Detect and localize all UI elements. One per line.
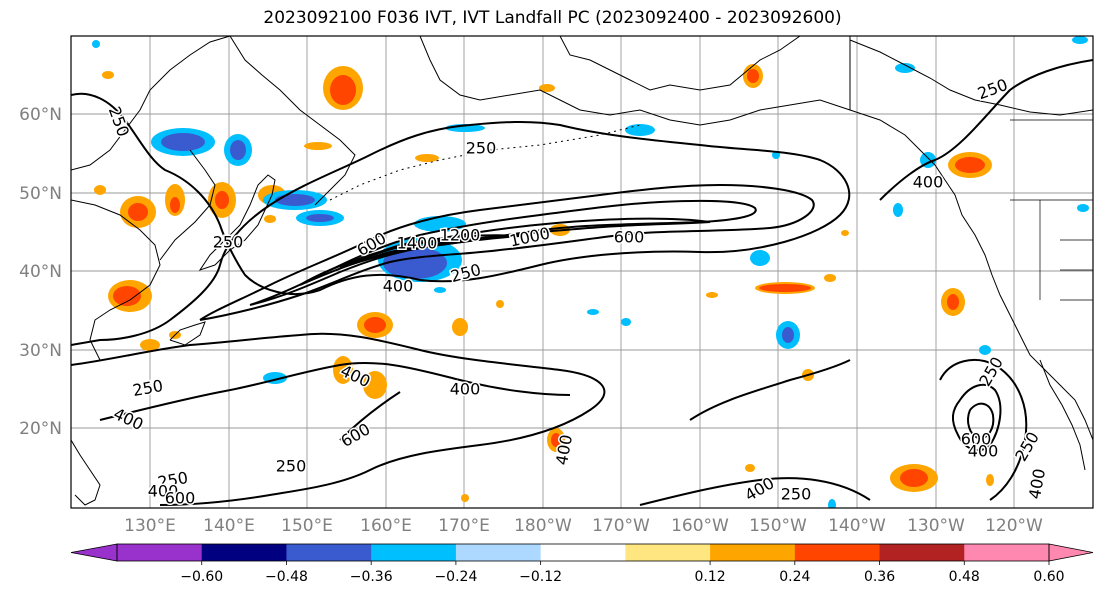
colorbar-tick-label: 0.60 xyxy=(1033,569,1064,585)
contour-250-bc xyxy=(879,59,1093,201)
contour-250-outer xyxy=(71,92,851,346)
colorbar-tick-label: −0.48 xyxy=(265,569,308,585)
colorbar-tick-label: −0.12 xyxy=(519,569,562,585)
longitude-labels: 130°E 140°E 150°E 160°E 170°E 180°W 170°W 160°W… xyxy=(124,516,1043,536)
colorbar-tick-label: 0.12 xyxy=(695,569,726,585)
contour-400-east xyxy=(689,359,851,421)
colorbar-tick-label: 0.36 xyxy=(864,569,895,585)
contour-label: 600 xyxy=(961,430,992,449)
lon-label: 170°E xyxy=(438,516,490,536)
contour-label: 600 xyxy=(165,489,196,508)
lat-label: 20°N xyxy=(19,419,62,439)
lat-label: 60°N xyxy=(19,105,62,125)
colorbar-tick-label: −0.60 xyxy=(180,569,223,585)
contour-bottom xyxy=(639,477,871,506)
map-border xyxy=(70,35,1094,509)
lon-label: 150°W xyxy=(749,516,807,536)
lon-label: 160°E xyxy=(360,516,412,536)
contour-label: 400 xyxy=(552,433,576,466)
map-area xyxy=(71,36,1093,508)
lat-label: 40°N xyxy=(19,262,62,282)
colorbar-tick-label: 0.48 xyxy=(949,569,980,585)
contour-label: 250 xyxy=(466,139,497,158)
colorbar-over-arrow xyxy=(1048,543,1094,562)
colorbar-bin xyxy=(201,544,287,561)
lon-label: 160°W xyxy=(671,516,729,536)
latitude-labels: 60°N 50°N 40°N 30°N 20°N xyxy=(19,105,62,439)
lon-label: 150°E xyxy=(281,516,333,536)
negative-pc-patches xyxy=(92,36,1089,508)
colorbar-bin xyxy=(117,544,203,561)
colorbar-under-arrow xyxy=(70,543,118,562)
colorbar-tick-label: −0.36 xyxy=(350,569,393,585)
colorbar-bin xyxy=(371,544,457,561)
contour-250-south xyxy=(71,332,606,506)
contour-label: 400 xyxy=(968,442,999,461)
colorbar-bin xyxy=(794,544,881,561)
contour-label: 400 xyxy=(913,173,944,192)
lon-label: 130°W xyxy=(907,516,965,536)
contour-label: 600 xyxy=(614,228,645,247)
colorbar-bin xyxy=(710,544,796,561)
positive-pc-patches xyxy=(94,64,994,502)
lon-label: 140°E xyxy=(203,516,255,536)
contour-250-east-loop xyxy=(939,359,1028,501)
contour-label: 400 xyxy=(450,380,481,399)
lon-label: 170°W xyxy=(592,516,650,536)
colorbar-tick-label: −0.24 xyxy=(434,569,477,585)
lon-label: 130°E xyxy=(124,516,176,536)
colorbar: −0.60 −0.48 −0.36 −0.24 −0.12 0.12 0.24 0.36 0.4… xyxy=(70,543,1094,585)
contour-400 xyxy=(199,183,815,321)
colorbar-bin xyxy=(964,544,1050,561)
plot-title: 2023092100 F036 IVT, IVT Landfall PC (20… xyxy=(263,8,842,28)
contour-1400 xyxy=(379,239,441,253)
lon-label: 120°W xyxy=(985,516,1043,536)
colorbar-bin xyxy=(625,544,711,561)
ivt-contours xyxy=(71,59,1093,506)
contour-400-south xyxy=(99,361,571,421)
colorbar-bin xyxy=(286,544,372,561)
ivt-landfall-pc-shading xyxy=(92,36,1089,508)
lat-label: 30°N xyxy=(19,341,62,361)
lon-label: 180°W xyxy=(514,516,572,536)
colorbar-frame xyxy=(116,543,1050,562)
contour-high-east xyxy=(952,383,1002,452)
contour-high-east-inner xyxy=(967,402,995,440)
contour-label: 250 xyxy=(781,485,812,504)
contour-600-south xyxy=(339,391,401,441)
lon-label: 140°W xyxy=(828,516,886,536)
colorbar-tick-label: 0.24 xyxy=(779,569,810,585)
contour-label: 400 xyxy=(383,277,414,296)
colorbar-bin xyxy=(879,544,965,561)
lat-label: 50°N xyxy=(19,184,62,204)
contour-label: 400 xyxy=(148,482,179,501)
contour-label: 1200 xyxy=(440,226,481,245)
colorbar-bin xyxy=(455,544,542,561)
colorbar-bin xyxy=(540,544,626,561)
contour-label: 1400 xyxy=(397,234,438,253)
contour-label: 250 xyxy=(213,233,244,252)
contour-label: 250 xyxy=(276,457,307,476)
